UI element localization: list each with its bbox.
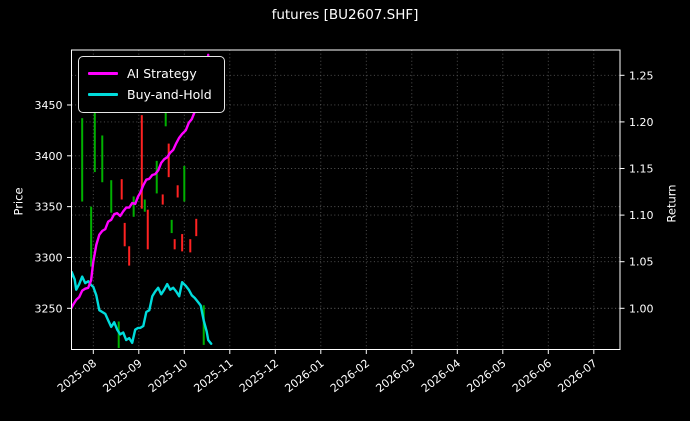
candle-up [155,160,158,194]
candle-down [123,222,126,247]
legend-label: AI Strategy [127,66,197,81]
candle-up [164,111,167,127]
gridlines [71,50,620,350]
candle-down [173,239,176,250]
x-tick-label: 2026-07 [555,357,599,396]
x-tick-label: 2025-10 [146,357,190,396]
x-tick-label: 2026-03 [373,357,417,396]
price-tick-label: 3300 [35,251,63,264]
plot-border [71,49,621,350]
return-tick-label: 1.00 [629,302,654,315]
axis-tick-labels: 2025-08 2025-09 2025-10 2025-11 2025-12 2026-… [35,69,654,395]
axis-ticks [67,74,625,354]
x-tick-label: 2026-06 [510,357,554,396]
candle-down [120,179,123,200]
candle-down [140,115,143,209]
candle-up [101,135,104,183]
series-buy-and-hold [71,270,213,345]
return-tick-label: 1.05 [629,256,654,269]
legend-item-ai-strategy: AI Strategy [88,63,212,84]
buy-and-hold-line-swatch [88,93,118,96]
candle-down [181,234,184,252]
legend-item-buy-and-hold: Buy-and-Hold [88,84,212,105]
ai-strategy-line-swatch [88,72,118,75]
candle-up [93,88,96,173]
candle-down [146,209,149,250]
return-tick-label: 1.15 [629,163,654,176]
x-tick-label: 2025-08 [55,357,99,396]
price-tick-label: 3400 [35,150,63,163]
x-tick-label: 2026-05 [464,357,508,396]
chart-title: futures [BU2607.SHF] [271,7,419,23]
candle-down [176,185,179,198]
price-tick-label: 3350 [35,201,63,214]
candle-down [161,194,164,205]
price-tick-label: 3450 [35,99,63,112]
legend-label: Buy-and-Hold [127,87,212,102]
x-tick-label: 2025-09 [100,357,144,396]
candle-up [117,321,120,348]
candle-up [90,206,93,267]
candle-up [81,118,84,202]
candle-down [128,246,131,266]
return-tick-label: 1.20 [629,116,654,129]
price-tick-label: 3250 [35,302,63,315]
x-tick-label: 2025-12 [237,357,281,396]
x-tick-label: 2025-11 [191,357,235,396]
candle-down [167,143,170,178]
legend: AI Strategy Buy-and-Hold [78,56,225,113]
return-tick-label: 1.10 [629,209,654,222]
candle-up [69,278,71,305]
candle-up [132,196,135,217]
return-tick-label: 1.25 [629,69,654,82]
candle-up [183,165,186,202]
candle-up [110,180,113,213]
candles [69,88,205,348]
x-tick-label: 2026-04 [419,357,463,396]
candle-up [143,199,146,212]
x-tick-label: 2026-02 [328,357,372,396]
candle-down [195,218,198,237]
candle-up [170,219,173,234]
series-ai-strategy [71,53,210,311]
candle-down [189,239,192,253]
x-tick-label: 2026-01 [282,357,326,396]
